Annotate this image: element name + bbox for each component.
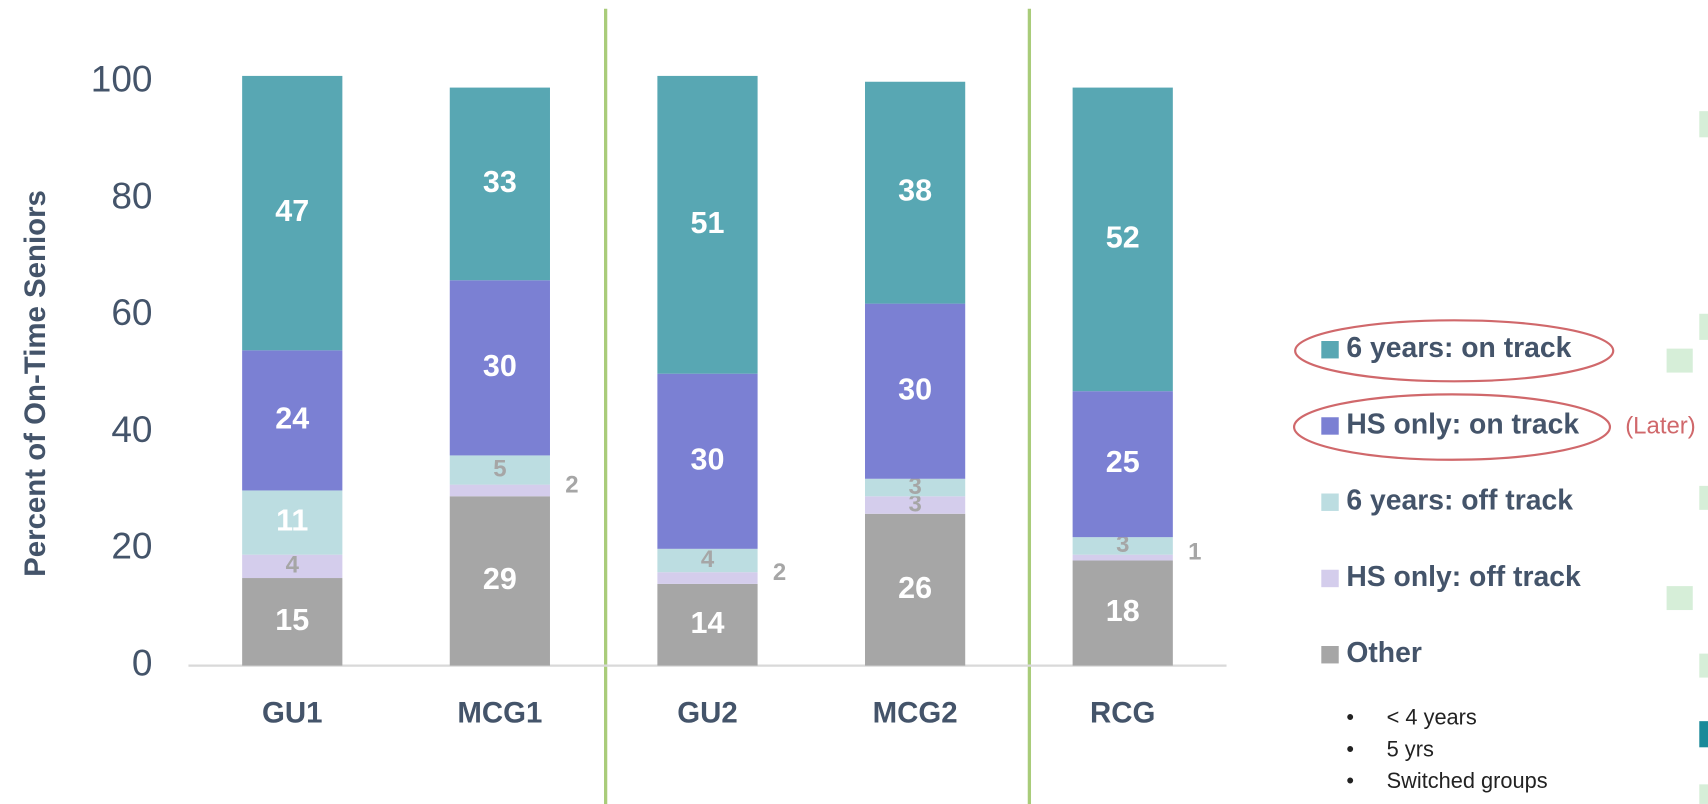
x-tick-label: MCG2 [873,696,958,729]
value-label: 38 [898,174,932,208]
value-label: 4 [286,552,300,579]
y-tick-label: 100 [91,58,153,100]
decoration [1699,721,1708,748]
value-label: 33 [483,165,517,199]
bar-segment [449,280,550,456]
value-label: 3 [908,473,921,500]
value-label: 3 [1116,531,1129,558]
y-tick-label: 40 [111,408,152,450]
value-label: 52 [1106,220,1140,254]
bar-segment [242,350,343,491]
y-tick-label: 0 [132,641,153,683]
bar-segment [865,478,966,497]
legend-swatch [1321,341,1339,359]
x-tick-label: MCG1 [457,696,542,729]
value-label: 47 [275,194,309,228]
legend-note: < 4 years [1387,705,1477,730]
bar-segment [449,496,550,666]
decoration [1666,111,1708,804]
value-label: 30 [483,349,517,383]
bar-segment [1072,391,1173,538]
bar-segment [242,578,343,666]
bar-segment [865,513,966,666]
value-label: 15 [275,603,309,637]
bar-segment [657,583,758,666]
bar-segment [242,490,343,555]
y-tick-label: 80 [111,174,152,216]
value-label: 18 [1106,594,1140,628]
note-bullet: • [1346,705,1354,730]
bar-segment [657,572,758,584]
legend-label: Other [1346,637,1422,669]
bar-segment [242,75,343,351]
value-label: 30 [691,442,725,476]
value-label: 51 [691,206,725,240]
value-label: 2 [565,471,578,498]
bar-segment [1072,554,1173,561]
legend-swatch [1321,646,1339,664]
highlight-ellipse [1294,319,1615,383]
value-label: 11 [276,504,308,538]
bar-segment [1072,537,1173,555]
x-tick-label: GU1 [262,696,322,729]
value-label: 14 [691,606,725,640]
bar-segment [449,455,550,485]
bar-segment [865,303,966,479]
legend-label: HS only: off track [1346,561,1581,593]
legend-note: 5 yrs [1387,736,1434,761]
value-label: 26 [898,571,932,605]
bar-segment [1072,87,1173,392]
annotation: (Later) [1625,412,1696,439]
y-axis-label: Percent of On-Time Seniors [19,190,52,577]
bar-segment [657,548,758,573]
bar-segment [449,87,550,281]
y-tick-label: 60 [111,291,152,333]
bar-segment [657,373,758,549]
value-label: 5 [493,455,506,482]
bar-segment [242,554,343,579]
legend-note: Switched groups [1387,768,1548,793]
value-label: 29 [483,562,517,596]
bar-segment [657,75,758,374]
legend-label: HS only: on track [1346,408,1579,440]
bar-segment [1072,560,1173,666]
value-label: 25 [1106,445,1140,479]
value-label: 1 [1188,539,1201,566]
bar-segment [865,496,966,514]
note-bullet: • [1346,768,1354,793]
bar-segment [865,81,966,304]
x-tick-label: GU2 [677,696,737,729]
value-label: 3 [908,490,921,517]
value-label: 24 [275,401,309,435]
highlight-ellipse [1292,393,1612,461]
legend-label: 6 years: off track [1346,485,1573,517]
legend-swatch [1321,569,1339,588]
legend-swatch [1321,493,1339,511]
note-bullet: • [1346,736,1354,761]
legend-swatch [1321,417,1339,435]
value-label: 2 [773,559,786,586]
legend-label: 6 years: on track [1346,332,1571,364]
value-label: 4 [701,546,715,573]
bar-segment [449,484,550,497]
x-tick-label: RCG [1090,696,1155,729]
value-label: 30 [898,372,932,406]
y-tick-label: 20 [111,525,152,567]
